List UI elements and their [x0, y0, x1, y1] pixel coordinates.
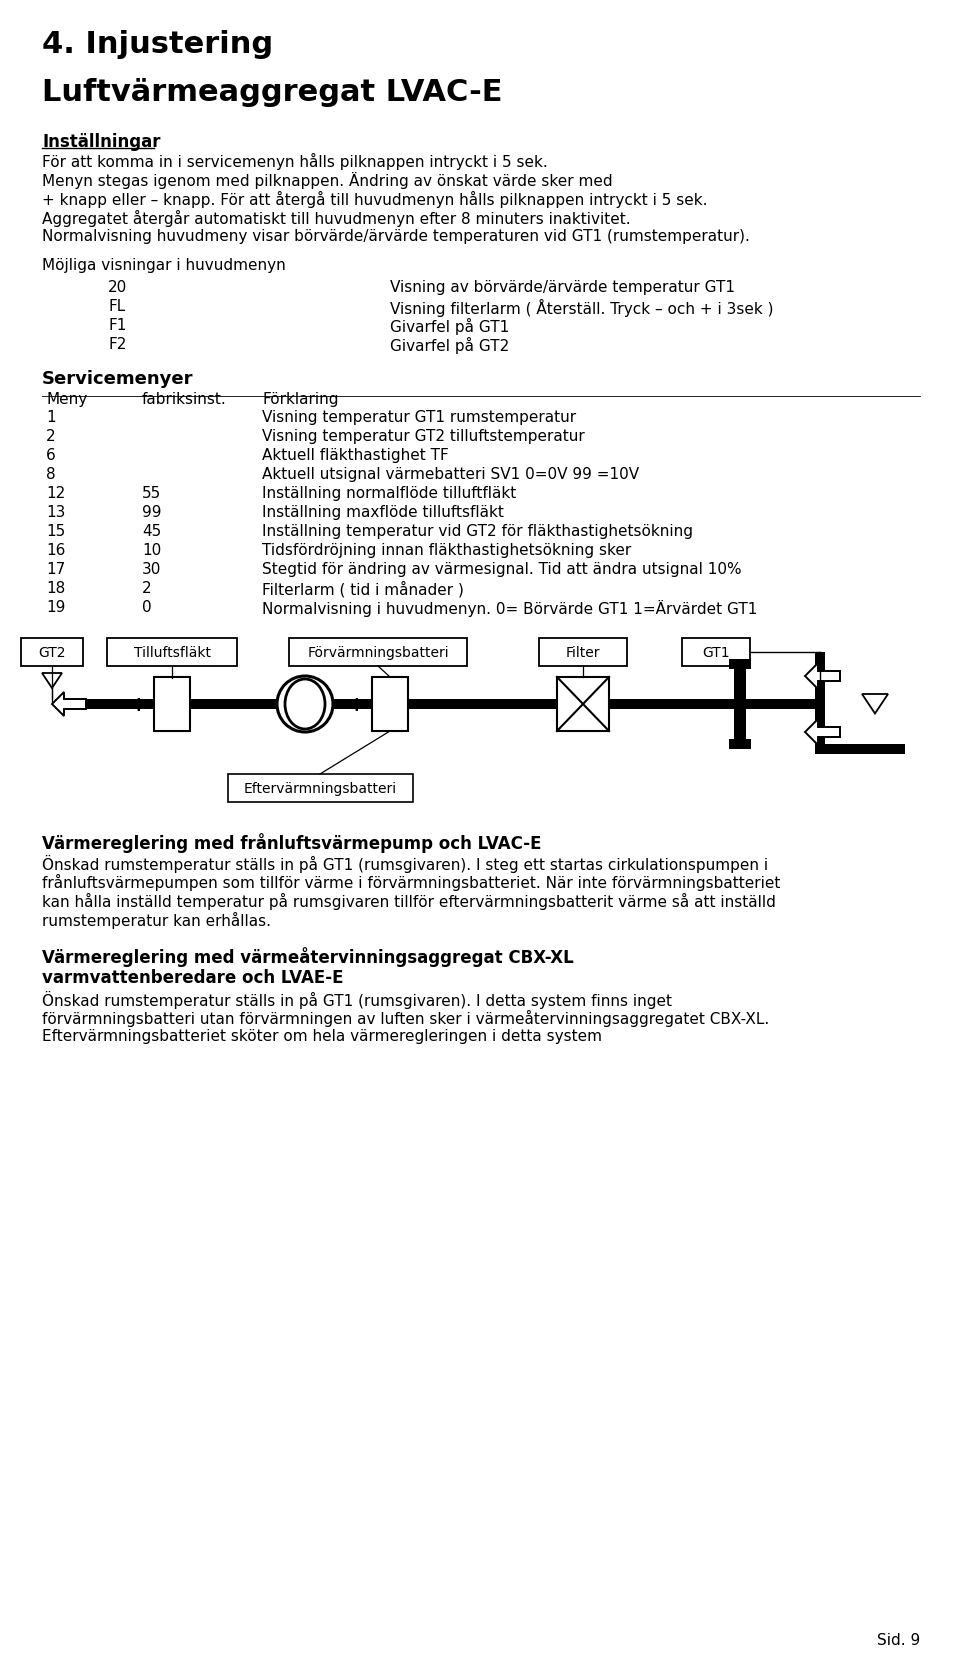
Bar — [372, 677, 408, 732]
Text: Aggregatet återgår automatiskt till huvudmenyn efter 8 minuters inaktivitet.: Aggregatet återgår automatiskt till huvu… — [42, 210, 631, 226]
Polygon shape — [805, 719, 840, 745]
Text: 13: 13 — [46, 504, 65, 519]
Text: Givarfel på GT1: Givarfel på GT1 — [390, 318, 509, 334]
Text: 4. Injustering: 4. Injustering — [42, 30, 274, 58]
Text: Eftervärmningsbatteri: Eftervärmningsbatteri — [244, 782, 396, 795]
Text: Önskad rumstemperatur ställs in på GT1 (rumsgivaren). I detta system finns inget: Önskad rumstemperatur ställs in på GT1 (… — [42, 990, 672, 1008]
Text: 8: 8 — [46, 466, 56, 481]
Polygon shape — [42, 674, 62, 689]
Text: Menyn stegas igenom med pilknappen. Ändring av önskat värde sker med: Menyn stegas igenom med pilknappen. Ändr… — [42, 171, 612, 190]
Text: 19: 19 — [46, 599, 65, 614]
Text: Inställning temperatur vid GT2 för fläkthastighetsökning: Inställning temperatur vid GT2 för fläkt… — [262, 524, 693, 539]
Polygon shape — [862, 694, 888, 714]
Text: varmvattenberedare och LVAE-E: varmvattenberedare och LVAE-E — [42, 968, 344, 987]
Bar — [289, 639, 467, 667]
Text: 1: 1 — [46, 409, 56, 424]
Text: Filter: Filter — [565, 646, 600, 659]
Text: Önskad rumstemperatur ställs in på GT1 (rumsgivaren). I steg ett startas cirkula: Önskad rumstemperatur ställs in på GT1 (… — [42, 855, 768, 872]
Bar — [729, 659, 751, 669]
Text: Tilluftsfläkt: Tilluftsfläkt — [133, 646, 210, 659]
Bar — [55, 699, 790, 709]
Text: förvärmningsbatteri utan förvärmningen av luften sker i värmeåtervinningsaggrega: förvärmningsbatteri utan förvärmningen a… — [42, 1010, 769, 1027]
Text: kan hålla inställd temperatur på rumsgivaren tillför eftervärmningsbatterit värm: kan hålla inställd temperatur på rumsgiv… — [42, 892, 776, 910]
Text: F2: F2 — [108, 336, 127, 351]
Text: GT1: GT1 — [702, 646, 730, 659]
Text: 30: 30 — [142, 562, 161, 577]
Ellipse shape — [285, 679, 325, 729]
Text: 17: 17 — [46, 562, 65, 577]
Text: 18: 18 — [46, 581, 65, 596]
Text: Värmereglering med frånluftsvärmepump och LVAC-E: Värmereglering med frånluftsvärmepump oc… — [42, 832, 541, 852]
Text: 55: 55 — [142, 486, 161, 501]
Text: +: + — [348, 694, 366, 714]
Text: Aktuell utsignal värmebatteri SV1 0=0V 99 =10V: Aktuell utsignal värmebatteri SV1 0=0V 9… — [262, 466, 639, 481]
Text: 0: 0 — [142, 599, 152, 614]
Text: fabriksinst.: fabriksinst. — [142, 391, 227, 406]
Text: Meny: Meny — [46, 391, 87, 406]
Polygon shape — [805, 664, 840, 689]
Text: Visning temperatur GT2 tilluftstemperatur: Visning temperatur GT2 tilluftstemperatu… — [262, 429, 585, 444]
Bar — [154, 677, 190, 732]
Text: Inställningar: Inställningar — [42, 133, 160, 151]
Bar — [21, 639, 83, 667]
Circle shape — [277, 677, 333, 732]
Text: FL: FL — [108, 300, 125, 314]
Text: Förklaring: Förklaring — [262, 391, 339, 406]
Text: Förvärmningsbatteri: Förvärmningsbatteri — [307, 646, 449, 659]
Text: Visning temperatur GT1 rumstemperatur: Visning temperatur GT1 rumstemperatur — [262, 409, 576, 424]
Text: Sid. 9: Sid. 9 — [876, 1632, 920, 1647]
Bar — [539, 639, 627, 667]
Text: Inställning maxflöde tilluftsfläkt: Inställning maxflöde tilluftsfläkt — [262, 504, 504, 519]
Text: Tidsfördröjning innan fläkthastighetsökning sker: Tidsfördröjning innan fläkthastighetsökn… — [262, 542, 632, 557]
Text: GT2: GT2 — [38, 646, 65, 659]
Text: Inställning normalflöde tilluftfläkt: Inställning normalflöde tilluftfläkt — [262, 486, 516, 501]
Bar — [746, 699, 820, 709]
Bar — [107, 639, 237, 667]
Bar — [815, 652, 825, 749]
Bar — [682, 639, 750, 667]
Bar — [729, 739, 751, 749]
Text: frånluftsvärmepumpen som tillför värme i förvärmningsbatteriet. När inte förvärm: frånluftsvärmepumpen som tillför värme i… — [42, 874, 780, 890]
Text: Eftervärmningsbatteriet sköter om hela värmeregleringen i detta system: Eftervärmningsbatteriet sköter om hela v… — [42, 1028, 602, 1043]
Text: 2: 2 — [46, 429, 56, 444]
Text: Stegtid för ändring av värmesignal. Tid att ändra utsignal 10%: Stegtid för ändring av värmesignal. Tid … — [262, 562, 742, 577]
Text: 99: 99 — [142, 504, 161, 519]
Text: 6: 6 — [46, 448, 56, 463]
Text: F1: F1 — [108, 318, 127, 333]
Text: +: + — [131, 694, 148, 714]
Text: Givarfel på GT2: Givarfel på GT2 — [390, 336, 509, 354]
Text: Filterlarm ( tid i månader ): Filterlarm ( tid i månader ) — [262, 581, 464, 597]
Text: Servicemenyer: Servicemenyer — [42, 369, 194, 388]
Text: 16: 16 — [46, 542, 65, 557]
Text: Luftvärmeaggregat LVAC-E: Luftvärmeaggregat LVAC-E — [42, 78, 502, 106]
Text: 45: 45 — [142, 524, 161, 539]
Text: 10: 10 — [142, 542, 161, 557]
Text: Normalvisning huvudmeny visar börvärde/ärvärde temperaturen vid GT1 (rumstempera: Normalvisning huvudmeny visar börvärde/ä… — [42, 230, 750, 245]
Text: 12: 12 — [46, 486, 65, 501]
Text: 15: 15 — [46, 524, 65, 539]
Bar — [228, 774, 413, 802]
Text: Aktuell fläkthastighet TF: Aktuell fläkthastighet TF — [262, 448, 448, 463]
Text: 2: 2 — [142, 581, 152, 596]
Text: För att komma in i servicemenyn hålls pilknappen intryckt i 5 sek.: För att komma in i servicemenyn hålls pi… — [42, 153, 548, 170]
Bar — [557, 677, 609, 732]
Text: + knapp eller – knapp. För att återgå till huvudmenyn hålls pilknappen intryckt : + knapp eller – knapp. För att återgå ti… — [42, 191, 708, 208]
Text: Visning av börvärde/ärvärde temperatur GT1: Visning av börvärde/ärvärde temperatur G… — [390, 280, 735, 295]
Text: Visning filterlarm ( Återställ. Tryck – och + i 3sek ): Visning filterlarm ( Återställ. Tryck – … — [390, 300, 774, 316]
Bar — [734, 669, 746, 739]
Polygon shape — [52, 692, 86, 717]
Text: 20: 20 — [108, 280, 128, 295]
Text: Normalvisning i huvudmenyn. 0= Börvärde GT1 1=Ärvärdet GT1: Normalvisning i huvudmenyn. 0= Börvärde … — [262, 599, 757, 617]
Text: Värmereglering med värmeåtervinningsaggregat CBX-XL: Värmereglering med värmeåtervinningsaggr… — [42, 947, 574, 967]
Text: Möjliga visningar i huvudmenyn: Möjliga visningar i huvudmenyn — [42, 258, 286, 273]
Bar — [815, 744, 905, 754]
Text: rumstemperatur kan erhållas.: rumstemperatur kan erhållas. — [42, 912, 271, 929]
